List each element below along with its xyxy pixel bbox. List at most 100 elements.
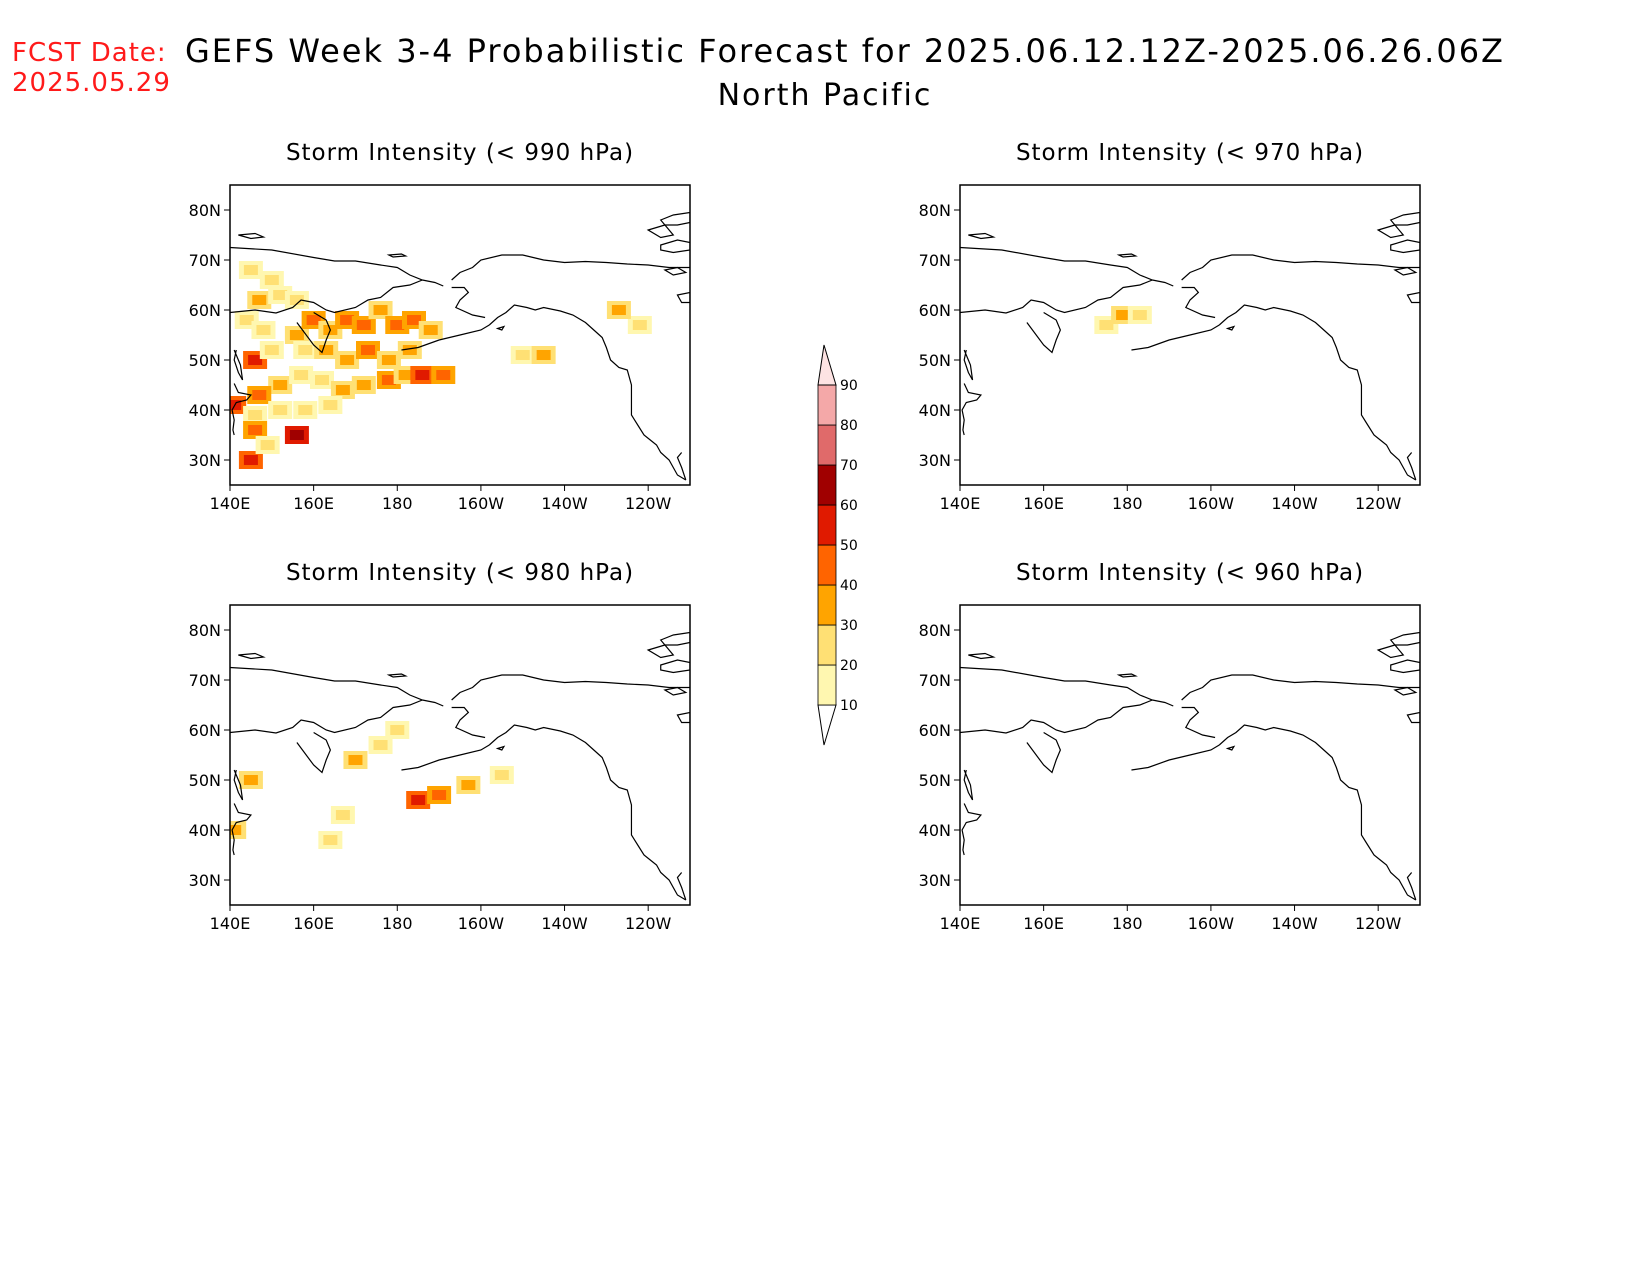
lat-label: 50N (919, 771, 951, 790)
coastline (963, 349, 974, 381)
shade-core (243, 455, 258, 465)
lon-label: 180 (382, 494, 413, 513)
map-frame (959, 184, 1421, 486)
island (1225, 745, 1236, 751)
lat-label: 40N (919, 401, 951, 420)
coastline (1026, 311, 1062, 354)
probability-shading (230, 721, 514, 849)
shade-core (243, 775, 258, 785)
coastline (963, 769, 974, 801)
shade-core (323, 835, 338, 845)
shade-core (1132, 310, 1147, 320)
coastline (1131, 324, 1220, 351)
island (1390, 659, 1420, 674)
island (1376, 224, 1405, 239)
island (1389, 631, 1420, 646)
coastline (231, 383, 253, 436)
coastline (1131, 744, 1220, 771)
lon-label: 160E (1023, 914, 1064, 933)
lon-label: 160E (1023, 494, 1064, 513)
map-panel-970: Storm Intensity (< 970 hPa) 80N 70N 60N 50N… (890, 140, 1430, 540)
coastline (1406, 452, 1417, 481)
legend-level-label: 50 (840, 538, 858, 554)
shade-core (432, 790, 447, 800)
shade-core (390, 320, 405, 330)
shade-core (252, 390, 267, 400)
lat-label: 60N (919, 721, 951, 740)
coastline (296, 731, 332, 774)
coastline (233, 349, 244, 381)
coastline (961, 383, 983, 436)
lat-label: 50N (189, 351, 221, 370)
shade-core (632, 320, 647, 330)
legend-level-label: 10 (840, 698, 858, 714)
lat-label: 40N (919, 821, 951, 840)
legend-swatch (817, 584, 837, 626)
island (386, 253, 408, 258)
map-svg: 80N 70N 60N 50N 40N 30N 140E 160E 180 160W 140W 120… (919, 184, 1421, 513)
shade-core (461, 780, 476, 790)
panel-title: Storm Intensity (< 960 hPa) (1015, 560, 1365, 586)
shade-core (335, 385, 350, 395)
legend-swatch (817, 544, 837, 586)
panel-title: Storm Intensity (< 970 hPa) (1015, 140, 1365, 166)
shade-core (298, 405, 313, 415)
island (238, 652, 266, 660)
lat-label: 70N (189, 251, 221, 270)
lat-label: 30N (919, 451, 951, 470)
legend-cap-bottom (817, 704, 837, 746)
lon-label: 180 (382, 914, 413, 933)
lat-label: 70N (919, 251, 951, 270)
island (1116, 673, 1138, 678)
coastlines (230, 211, 690, 481)
legend-level-label: 30 (840, 618, 858, 634)
coastline (230, 666, 444, 707)
shade-core (373, 740, 388, 750)
lat-label: 80N (189, 201, 221, 220)
lat-label: 30N (919, 871, 951, 890)
shade-core (611, 305, 626, 315)
coastline (1218, 304, 1417, 481)
shade-core (356, 380, 371, 390)
island (676, 291, 690, 304)
coastline (960, 699, 1153, 734)
shade-core (335, 810, 350, 820)
coastline (231, 803, 253, 856)
coastline (960, 246, 1174, 287)
map-svg: 80N 70N 60N 50N 40N 30N 140E 160E 180 160W 140W 120… (919, 604, 1421, 933)
lat-label: 60N (189, 721, 221, 740)
legend-level-label: 70 (840, 458, 858, 474)
shade-core (494, 770, 509, 780)
coastlines (230, 631, 690, 901)
lon-label: 140W (541, 494, 588, 513)
lat-label: 30N (189, 871, 221, 890)
island (660, 239, 690, 254)
island (660, 659, 690, 674)
legend-swatch (817, 384, 837, 426)
coastline (230, 279, 423, 314)
lon-label: 120W (625, 494, 672, 513)
island (1389, 211, 1420, 226)
shade-core (298, 345, 313, 355)
lat-label: 60N (919, 301, 951, 320)
forecast-date-value: 2025.05.29 (12, 68, 171, 98)
legend-level-label: 40 (840, 578, 858, 594)
shade-core (252, 295, 267, 305)
shade-core (294, 370, 309, 380)
shade-core (348, 755, 363, 765)
coastline (1181, 674, 1420, 701)
island (495, 325, 506, 331)
legend-level-label: 80 (840, 418, 858, 434)
island (968, 232, 996, 240)
coastline (296, 311, 332, 354)
island (676, 711, 690, 724)
shade-core (536, 350, 551, 360)
shade-core (243, 265, 258, 275)
shade-core (306, 315, 321, 325)
map-panel-980: Storm Intensity (< 980 hPa) 80N 70N 60N 50N… (160, 560, 700, 960)
lat-label: 30N (189, 451, 221, 470)
shade-core (248, 355, 263, 365)
shade-core (415, 370, 430, 380)
shade-core (381, 355, 396, 365)
coastline (451, 706, 486, 739)
